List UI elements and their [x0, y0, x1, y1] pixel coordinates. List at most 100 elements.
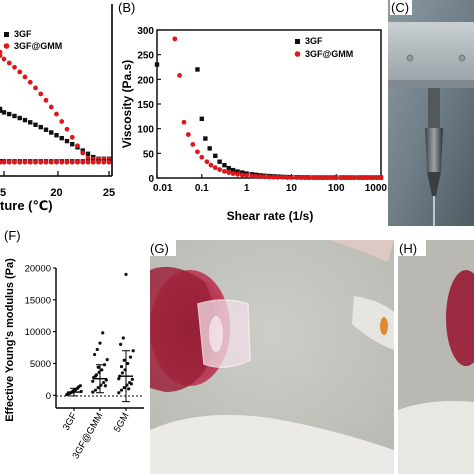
- housing-screw: [458, 54, 466, 62]
- glove-hand: [150, 414, 394, 474]
- panel-b-data-point: [212, 165, 218, 171]
- legend-marker-3gf: [295, 39, 300, 44]
- panel-f-data-point: [91, 379, 95, 383]
- panel-a-legend: 3GF 3GF@GMM: [3, 29, 62, 51]
- panel-b-data-point: [199, 116, 204, 121]
- panel-a-data-point: [69, 159, 75, 165]
- panel-b-data-point: [181, 119, 187, 125]
- panel-f-data-point: [126, 361, 130, 366]
- panel-b-data-point: [257, 174, 263, 179]
- panel-b-data-point: [294, 175, 299, 180]
- panel-a-data-point: [0, 159, 3, 165]
- panel-b-data-point: [222, 162, 227, 168]
- panel-a-data-point: [59, 159, 65, 165]
- panel-a-data-point: [96, 159, 101, 165]
- panel-f-data-point: [131, 349, 135, 353]
- panel-a-data-point: [85, 151, 91, 157]
- legend-marker-3gf: [4, 32, 9, 37]
- panel-b-data-point: [302, 175, 308, 181]
- panel-b-data-point: [235, 169, 240, 174]
- panel-a-data-point: [43, 127, 49, 132]
- panel-h-label: (H): [399, 241, 417, 256]
- panel-f-category-label: 5GM: [112, 411, 132, 434]
- panel-a-data-point: [1, 110, 7, 115]
- panel-b-data-point: [207, 146, 212, 151]
- panel-f-data-point: [102, 380, 106, 385]
- panel-f-data-point: [103, 384, 107, 388]
- panel-b-data-point: [347, 175, 353, 181]
- panel-b-data-point: [365, 175, 370, 181]
- panel-f-y-label: Effective Young's modulus (Pa): [4, 258, 16, 422]
- panel-b-data-point: [154, 62, 160, 67]
- panel-a-data-point: [48, 104, 54, 110]
- panel-f-y-tick-label: 20000: [25, 264, 51, 275]
- panel-b-data-point: [239, 172, 245, 178]
- panel-b-y-tick-label: 0: [148, 174, 154, 185]
- panel-f-y-tick-label: 5000: [30, 359, 51, 370]
- panel-a-data-point: [28, 120, 33, 125]
- panel-b-data-point: [374, 175, 380, 181]
- panel-f-data-point: [95, 347, 99, 352]
- glove-finger-top: [352, 296, 394, 350]
- panel-f-data-point: [101, 331, 105, 335]
- panel-b-legend: 3GF 3GF@GMM: [294, 36, 353, 59]
- panel-f-data-point: [119, 388, 124, 392]
- panel-g-label: (G): [150, 241, 169, 256]
- panel-b: (B) 0 50 100 150 200 250 300 0.01 0.1 1 10 100 1000…: [118, 0, 387, 223]
- panel-b-data-point: [172, 36, 178, 42]
- panel-b-y-tick-label: 200: [137, 75, 154, 86]
- panel-c: (C): [388, 0, 474, 226]
- panel-b-data-point: [320, 175, 326, 181]
- panel-b-data-point: [195, 67, 200, 72]
- panel-a-data-point: [75, 143, 80, 149]
- rat-ear: [330, 240, 394, 262]
- panel-b-data-point: [185, 132, 191, 137]
- panel-b-data-point: [204, 159, 210, 165]
- panel-a-x-tick-label: 25: [103, 187, 115, 199]
- panel-a-data-point: [17, 69, 23, 75]
- panel-a-data-point: [64, 138, 70, 144]
- panel-a-data-point: [17, 115, 22, 121]
- panel-a-data-point: [22, 117, 28, 123]
- panel-b-x-tick-label: 10: [286, 183, 298, 194]
- panel-b-data-point: [356, 175, 362, 181]
- panel-a-data-point: [0, 53, 3, 58]
- panel-b-data-point: [235, 171, 241, 177]
- legend-label-3gf: 3GF: [14, 29, 32, 39]
- panel-b-x-tick-label: 100: [328, 183, 345, 194]
- legend-label-3gf-gmm: 3GF@GMM: [14, 41, 62, 51]
- panel-f-data-point: [122, 386, 126, 390]
- panel-a-data-point: [33, 159, 38, 165]
- panel-a-axes: [0, 4, 113, 177]
- panel-a-data-point: [33, 122, 38, 127]
- panel-a-data-point: [80, 148, 85, 153]
- panel-a-data-point: [54, 133, 59, 138]
- panel-a-data-point: [1, 56, 7, 62]
- panel-b-data-point: [298, 175, 303, 181]
- panel-f-data-point: [96, 386, 100, 390]
- panel-a-x-tick-label: 5: [0, 187, 6, 199]
- panel-f-data-point: [122, 358, 126, 362]
- panel-b-data-point: [226, 165, 231, 171]
- printer-housing: [388, 22, 474, 82]
- housing-screw: [406, 54, 414, 62]
- panel-a-data-point: [38, 91, 44, 97]
- panel-b-x-tick-label: 0.01: [153, 183, 173, 194]
- panel-a-data-point: [85, 159, 91, 165]
- panel-b-x-tick-label: 0.1: [195, 183, 209, 194]
- panel-b-data-point: [195, 149, 200, 155]
- panel-f-data-point: [129, 382, 133, 386]
- panel-g: (G): [150, 240, 394, 474]
- panel-b-data-point: [266, 174, 272, 180]
- panel-f-data-point: [120, 371, 124, 375]
- panel-f-label: (F): [4, 228, 21, 243]
- panel-f-data-point: [66, 392, 70, 396]
- panel-b-data-point: [306, 175, 312, 181]
- panel-f-data-point: [91, 390, 95, 394]
- panel-a-data-point: [38, 159, 44, 165]
- nozzle-barrel: [425, 128, 443, 172]
- panel-a-data-point: [80, 159, 86, 165]
- panel-f-data-point: [93, 388, 98, 392]
